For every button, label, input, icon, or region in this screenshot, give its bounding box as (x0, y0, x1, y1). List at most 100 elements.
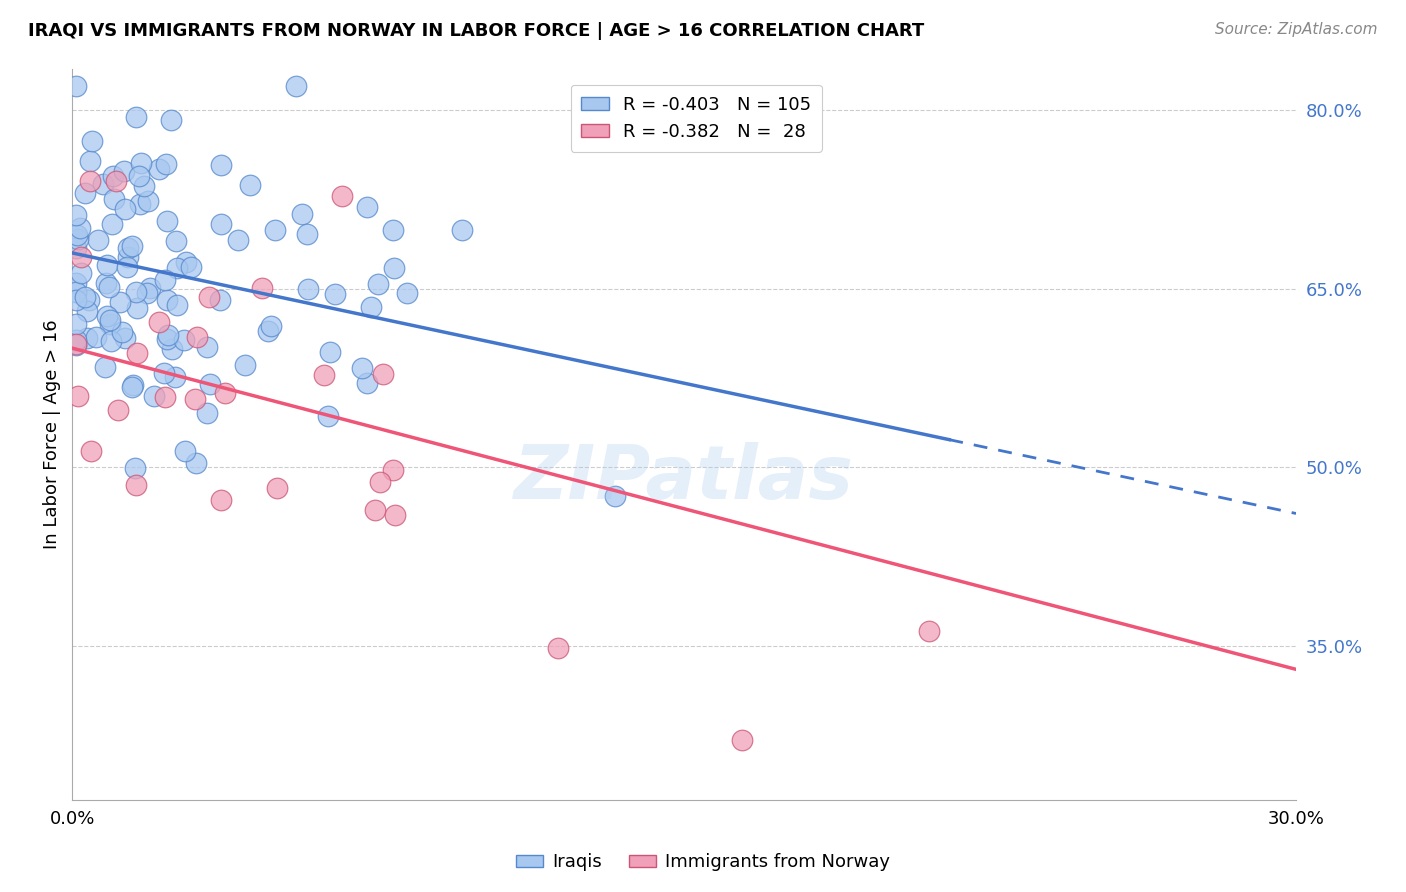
Y-axis label: In Labor Force | Age > 16: In Labor Force | Age > 16 (44, 319, 60, 549)
Point (350, 360, 373, 375)
Point (360, 300, 382, 314)
Point (86, 233, 108, 247)
Point (69, 221, 91, 235)
Point (94, 360, 117, 375)
Point (100, 334, 122, 348)
Point (316, 409, 339, 423)
Point (122, 378, 145, 392)
Point (382, 223, 405, 237)
Point (165, 369, 187, 384)
Point (93, 178, 115, 192)
Point (65, 293, 87, 308)
Point (101, 169, 124, 183)
Point (108, 295, 131, 310)
Point (148, 161, 170, 176)
Point (70, 250, 93, 264)
Point (330, 188, 353, 202)
Point (66, 228, 89, 243)
Point (155, 332, 177, 346)
Point (76, 303, 98, 318)
Point (166, 298, 188, 312)
Point (381, 463, 404, 477)
Point (180, 260, 202, 275)
Point (139, 281, 162, 295)
Point (96, 310, 118, 324)
Point (266, 482, 288, 496)
Point (547, 640, 569, 655)
Point (153, 366, 176, 380)
Point (79, 154, 101, 169)
Point (186, 330, 208, 344)
Point (79, 174, 101, 188)
Point (143, 389, 166, 403)
Point (195, 340, 218, 354)
Point (233, 358, 256, 372)
Point (65, 285, 87, 300)
Point (239, 178, 262, 193)
Point (918, 624, 941, 639)
Point (65, 277, 87, 291)
Point (371, 367, 394, 381)
Text: ZIPatlas: ZIPatlas (515, 442, 853, 515)
Point (65, 333, 87, 347)
Point (173, 333, 195, 347)
Point (284, 79, 307, 94)
Point (79, 293, 101, 307)
Point (174, 443, 197, 458)
Legend: R = -0.403   N = 105, R = -0.382   N =  28: R = -0.403 N = 105, R = -0.382 N = 28 (571, 85, 823, 152)
Point (117, 250, 139, 264)
Point (263, 223, 285, 237)
Point (156, 293, 179, 307)
Point (125, 110, 148, 124)
Point (157, 327, 180, 342)
Point (124, 285, 146, 300)
Point (208, 293, 231, 307)
Point (125, 478, 148, 492)
Point (103, 192, 125, 206)
Point (159, 113, 181, 128)
Point (73, 291, 96, 305)
Point (165, 234, 187, 248)
Point (291, 207, 314, 221)
Point (368, 475, 391, 490)
Point (117, 241, 139, 255)
Point (134, 178, 156, 193)
Point (121, 380, 143, 394)
Point (101, 217, 124, 231)
Point (96, 258, 118, 272)
Point (160, 343, 183, 357)
Point (384, 508, 406, 523)
Point (66, 232, 89, 246)
Point (65, 338, 87, 352)
Point (128, 169, 150, 183)
Point (382, 261, 405, 276)
Point (65, 242, 87, 256)
Point (184, 392, 207, 407)
Point (209, 217, 232, 231)
Point (97, 280, 120, 294)
Point (214, 385, 236, 400)
Point (114, 164, 136, 178)
Text: IRAQI VS IMMIGRANTS FROM NORWAY IN LABOR FORCE | AGE > 16 CORRELATION CHART: IRAQI VS IMMIGRANTS FROM NORWAY IN LABOR… (28, 22, 924, 40)
Point (252, 281, 274, 295)
Text: Source: ZipAtlas.com: Source: ZipAtlas.com (1215, 22, 1378, 37)
Point (166, 261, 188, 276)
Point (124, 461, 146, 475)
Point (148, 315, 170, 329)
Point (226, 233, 249, 247)
Point (125, 346, 148, 360)
Point (76, 331, 98, 345)
Point (197, 290, 219, 304)
Point (367, 277, 389, 291)
Point (195, 406, 218, 420)
Point (82, 134, 104, 148)
Point (114, 202, 136, 216)
Point (356, 376, 378, 391)
Point (364, 503, 387, 517)
Point (100, 313, 122, 327)
Point (256, 324, 278, 338)
Point (297, 282, 319, 296)
Point (114, 330, 136, 344)
Point (184, 456, 207, 470)
Point (65, 317, 87, 331)
